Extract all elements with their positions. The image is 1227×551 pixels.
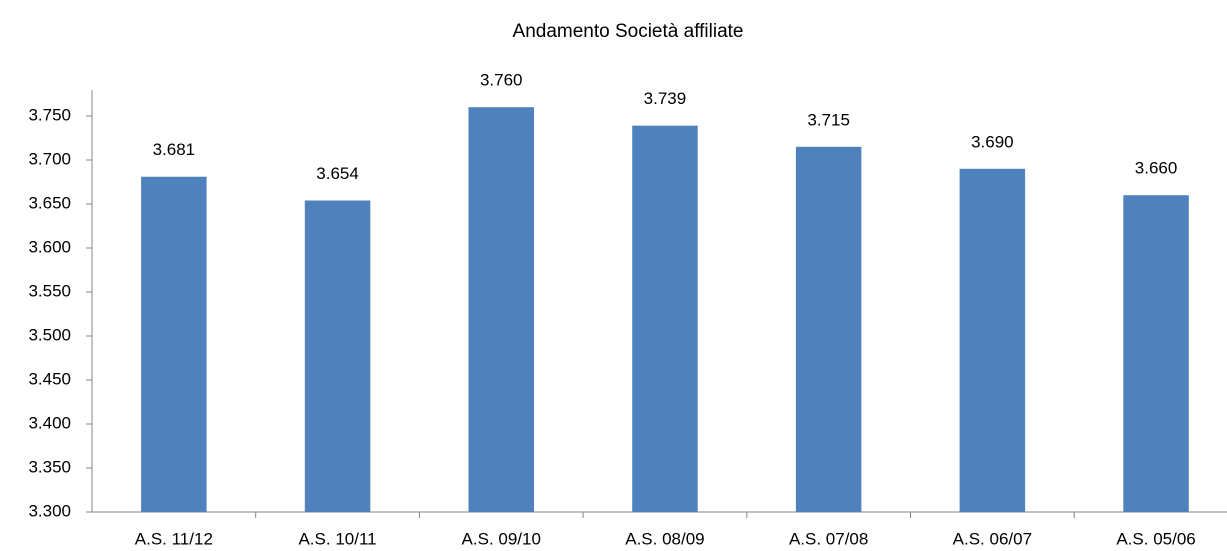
y-tick-label: 3.700 — [28, 149, 71, 168]
data-label: 3.760 — [480, 71, 523, 90]
y-tick-label: 3.550 — [28, 281, 71, 300]
bar — [1123, 195, 1189, 512]
y-tick-label: 3.500 — [28, 325, 71, 344]
x-tick-label: A.S. 09/10 — [462, 529, 541, 548]
data-label: 3.681 — [153, 140, 196, 159]
data-label: 3.739 — [644, 89, 687, 108]
x-tick-label: A.S. 08/09 — [625, 529, 704, 548]
x-tick-label: A.S. 06/07 — [953, 529, 1032, 548]
bar — [304, 200, 371, 513]
y-tick-label: 3.450 — [28, 369, 71, 388]
data-label: 3.660 — [1135, 159, 1178, 178]
y-tick-label: 3.650 — [28, 193, 71, 212]
x-tick-label: A.S. 05/06 — [1116, 529, 1195, 548]
y-tick-label: 3.400 — [28, 413, 71, 432]
y-tick-label: 3.350 — [28, 457, 71, 476]
chart-title: Andamento Società affiliate — [513, 21, 744, 42]
bar — [795, 146, 862, 513]
y-tick-label: 3.300 — [28, 501, 71, 520]
bar — [632, 125, 698, 513]
bar — [141, 176, 207, 512]
data-label: 3.690 — [971, 132, 1014, 151]
x-tick-label: A.S. 07/08 — [789, 529, 868, 548]
x-tick-label: A.S. 10/11 — [298, 529, 376, 548]
bar — [468, 107, 534, 512]
bar — [959, 168, 1026, 513]
y-tick-label: 3.600 — [28, 237, 71, 256]
data-label: 3.715 — [807, 110, 850, 129]
x-tick-label: A.S. 11/12 — [135, 529, 213, 548]
y-tick-label: 3.750 — [28, 105, 71, 124]
data-label: 3.654 — [316, 164, 359, 183]
